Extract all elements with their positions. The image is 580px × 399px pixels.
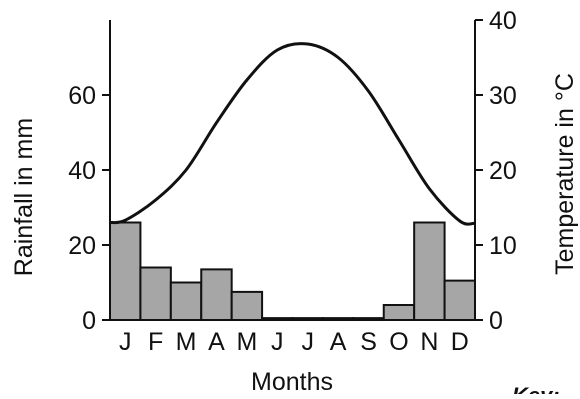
temperature-line-layer xyxy=(109,42,476,226)
x-tick-label-10: O xyxy=(389,328,408,356)
rainfall-bar-12 xyxy=(443,279,476,322)
y-right-tick-label-40: 40 xyxy=(489,7,517,35)
y-right-tick-label-0: 0 xyxy=(489,307,503,335)
y-left-tick-label-40: 40 xyxy=(68,157,96,185)
x-tick-label-2: F xyxy=(148,328,163,356)
x-tick-label-8: A xyxy=(330,328,347,356)
y-left-tick-label-20: 20 xyxy=(68,232,96,260)
y-right-tick-label-20: 20 xyxy=(489,157,517,185)
rainfall-bar-2 xyxy=(139,266,172,321)
x-tick-label-7: J xyxy=(301,328,314,356)
legend-key-label: Key: xyxy=(512,383,560,394)
y-right-tick-label-30: 30 xyxy=(489,82,517,110)
y-left-tick-label-60: 60 xyxy=(68,82,96,110)
rainfall-bars xyxy=(109,221,476,322)
y-left-tick-label-0: 0 xyxy=(82,307,96,335)
rainfall-bar-3 xyxy=(169,281,203,321)
x-tick-label-12: D xyxy=(451,328,469,356)
rainfall-bar-4 xyxy=(200,268,233,322)
y-axis-right-title: Temperature in °C xyxy=(551,73,579,275)
x-tick-label-4: A xyxy=(208,328,225,356)
x-tick-label-9: S xyxy=(360,328,377,356)
x-tick-label-5: M xyxy=(236,328,257,356)
x-tick-label-3: M xyxy=(176,328,197,356)
temperature-line xyxy=(109,42,476,226)
x-tick-label-11: N xyxy=(420,328,438,356)
x-tick-label-6: J xyxy=(271,328,284,356)
y-right-tick-label-10: 10 xyxy=(489,232,517,260)
x-axis-title: Months xyxy=(251,368,333,394)
rainfall-bar-5 xyxy=(230,290,264,322)
x-tick-label-1: J xyxy=(119,328,132,356)
y-axis-left-title: Rainfall in mm xyxy=(10,118,38,276)
rainfall-bar-10 xyxy=(382,304,416,321)
rainfall-bar-11 xyxy=(413,221,446,321)
axes xyxy=(102,19,483,321)
rainfall-bar-1 xyxy=(109,221,142,321)
